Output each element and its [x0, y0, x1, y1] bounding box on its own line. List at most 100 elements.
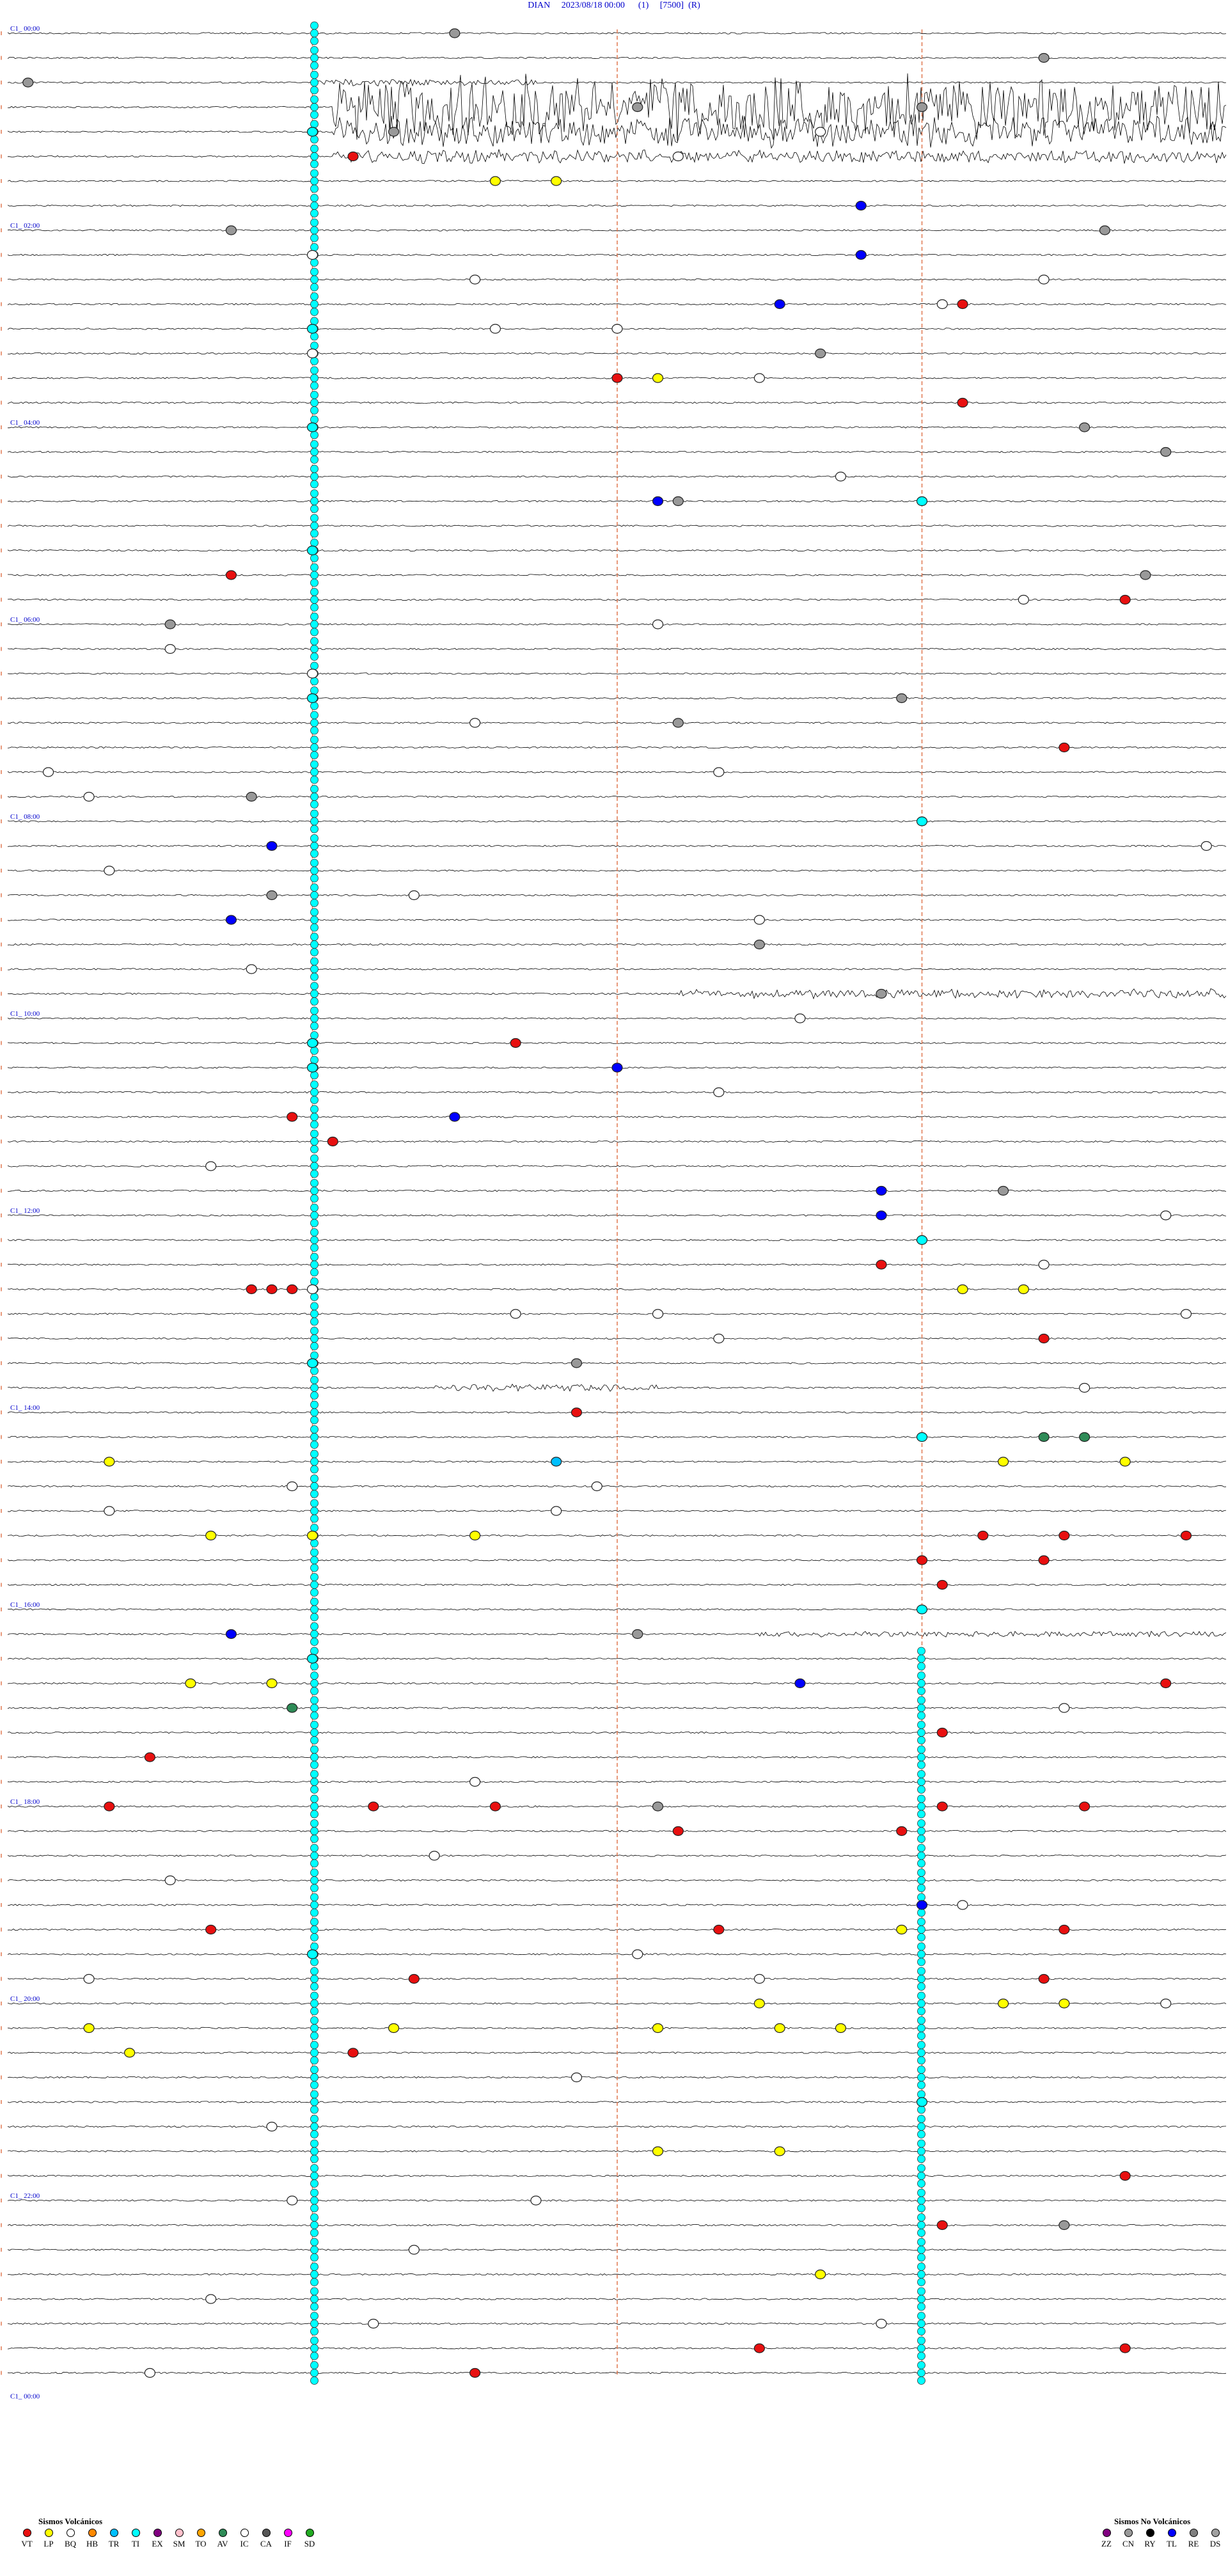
tremor-event-marker	[310, 1228, 319, 1237]
event-marker-vt	[611, 373, 623, 383]
tremor-event-marker	[310, 1918, 319, 1926]
tremor-event-marker	[310, 70, 319, 79]
event-marker-cn	[266, 890, 278, 901]
event-marker-vt	[144, 1752, 155, 1762]
legend-item-re: RE	[1185, 2529, 1202, 2549]
event-marker-cn	[1059, 2220, 1070, 2231]
tremor-event-marker	[310, 1302, 319, 1311]
tremor-event-marker	[310, 702, 319, 710]
legend-item-tl: TL	[1163, 2529, 1181, 2549]
tremor-event-marker	[310, 2081, 319, 2089]
event-marker-bq	[876, 2318, 887, 2329]
event-marker-cn	[225, 225, 237, 235]
event-marker-bq	[1160, 1998, 1172, 2009]
event-marker-bq	[753, 915, 765, 925]
tremor-event-marker	[310, 1187, 319, 1195]
event-marker-cn	[672, 496, 684, 507]
event-marker-tl	[876, 1185, 887, 1196]
tremor-event-marker	[310, 2164, 319, 2172]
tremor-event-marker	[917, 1950, 925, 1959]
tremor-event-marker	[310, 1524, 319, 1532]
tremor-event-marker	[310, 990, 319, 998]
trace-line	[7, 180, 1227, 182]
tremor-event-marker	[917, 2122, 925, 2131]
tremor-event-marker	[310, 300, 319, 308]
tremor-event-marker	[917, 2351, 925, 2360]
trace-line	[7, 1485, 1227, 1488]
event-marker-tl	[652, 496, 664, 507]
tremor-event-marker	[310, 2105, 319, 2114]
tremor-event-marker	[310, 472, 319, 481]
legend-label: RE	[1188, 2539, 1199, 2548]
tremor-event-marker	[310, 2376, 319, 2385]
tremor-event-marker	[310, 628, 319, 636]
tremor-event-marker	[917, 2270, 925, 2279]
event-marker-ti	[306, 1358, 319, 1368]
tremor-event-marker	[310, 1638, 319, 1646]
legend-item-ca: CA	[257, 2529, 275, 2549]
tremor-event-marker	[310, 1474, 319, 1483]
event-marker-ti	[306, 1038, 319, 1048]
trace-line	[8, 968, 1227, 970]
event-marker-lp	[489, 176, 501, 186]
tremor-event-marker	[310, 209, 319, 217]
tremor-event-marker	[310, 1573, 319, 1581]
event-marker-ti	[916, 1235, 928, 1245]
event-marker-vt	[1119, 594, 1131, 605]
tremor-event-marker	[917, 1982, 925, 1991]
tremor-event-marker	[310, 2351, 319, 2360]
tremor-event-marker	[917, 1975, 925, 1983]
tremor-event-marker	[917, 2327, 925, 2335]
event-marker-bq	[469, 1776, 481, 1787]
tremor-event-marker	[917, 2081, 925, 2089]
trace-line	[8, 73, 1227, 141]
tremor-event-marker	[310, 226, 319, 235]
event-marker-lp	[104, 1457, 115, 1467]
tremor-event-marker	[310, 883, 319, 892]
event-marker-vt	[571, 1407, 583, 1418]
event-marker-lp	[469, 1530, 481, 1541]
tremor-event-marker	[310, 2302, 319, 2311]
tremor-event-marker	[310, 554, 319, 562]
event-marker-vt	[205, 1924, 217, 1935]
tremor-event-marker	[310, 1194, 319, 1203]
tremor-event-marker	[917, 2056, 925, 2065]
tremor-event-marker	[917, 2302, 925, 2311]
event-marker-vt	[896, 1826, 908, 1837]
event-marker-lp	[1119, 1457, 1131, 1467]
tremor-event-marker	[310, 1539, 319, 1547]
tremor-event-marker	[310, 267, 319, 276]
event-marker-bq	[652, 619, 664, 629]
time-label: C1_ 08:00	[10, 813, 40, 821]
event-marker-tl	[855, 249, 867, 260]
event-marker-lp	[551, 176, 562, 186]
legend-item-sd: SD	[301, 2529, 319, 2549]
event-marker-av	[287, 1703, 298, 1713]
tremor-event-marker	[310, 1613, 319, 1622]
tremor-event-marker	[310, 1671, 319, 1680]
tremor-event-marker	[917, 1696, 925, 1705]
tremor-event-marker	[917, 1819, 925, 1828]
tremor-event-marker	[310, 1130, 319, 1138]
event-marker-bq	[713, 767, 725, 777]
tremor-event-marker	[310, 997, 319, 1006]
event-marker-lp	[815, 2269, 826, 2280]
tremor-event-marker	[310, 1563, 319, 1572]
event-marker-bq	[83, 1973, 95, 1984]
tremor-event-marker	[310, 2154, 319, 2163]
tremor-event-marker	[310, 1105, 319, 1114]
tremor-event-marker	[310, 1605, 319, 1614]
legend-label: TI	[131, 2539, 140, 2548]
tremor-event-marker	[310, 1687, 319, 1695]
event-marker-vt	[104, 1801, 115, 1812]
legend-swatch	[305, 2529, 314, 2537]
tremor-event-marker	[917, 2376, 925, 2385]
tremor-event-marker	[310, 1827, 319, 1835]
tremor-event-marker	[310, 292, 319, 301]
tremor-event-marker	[917, 2115, 925, 2123]
event-marker-cn	[1099, 225, 1111, 235]
tremor-event-marker	[310, 1556, 319, 1565]
tremor-event-marker	[310, 957, 319, 966]
tremor-event-marker	[310, 661, 319, 670]
tremor-event-marker	[917, 1671, 925, 1680]
